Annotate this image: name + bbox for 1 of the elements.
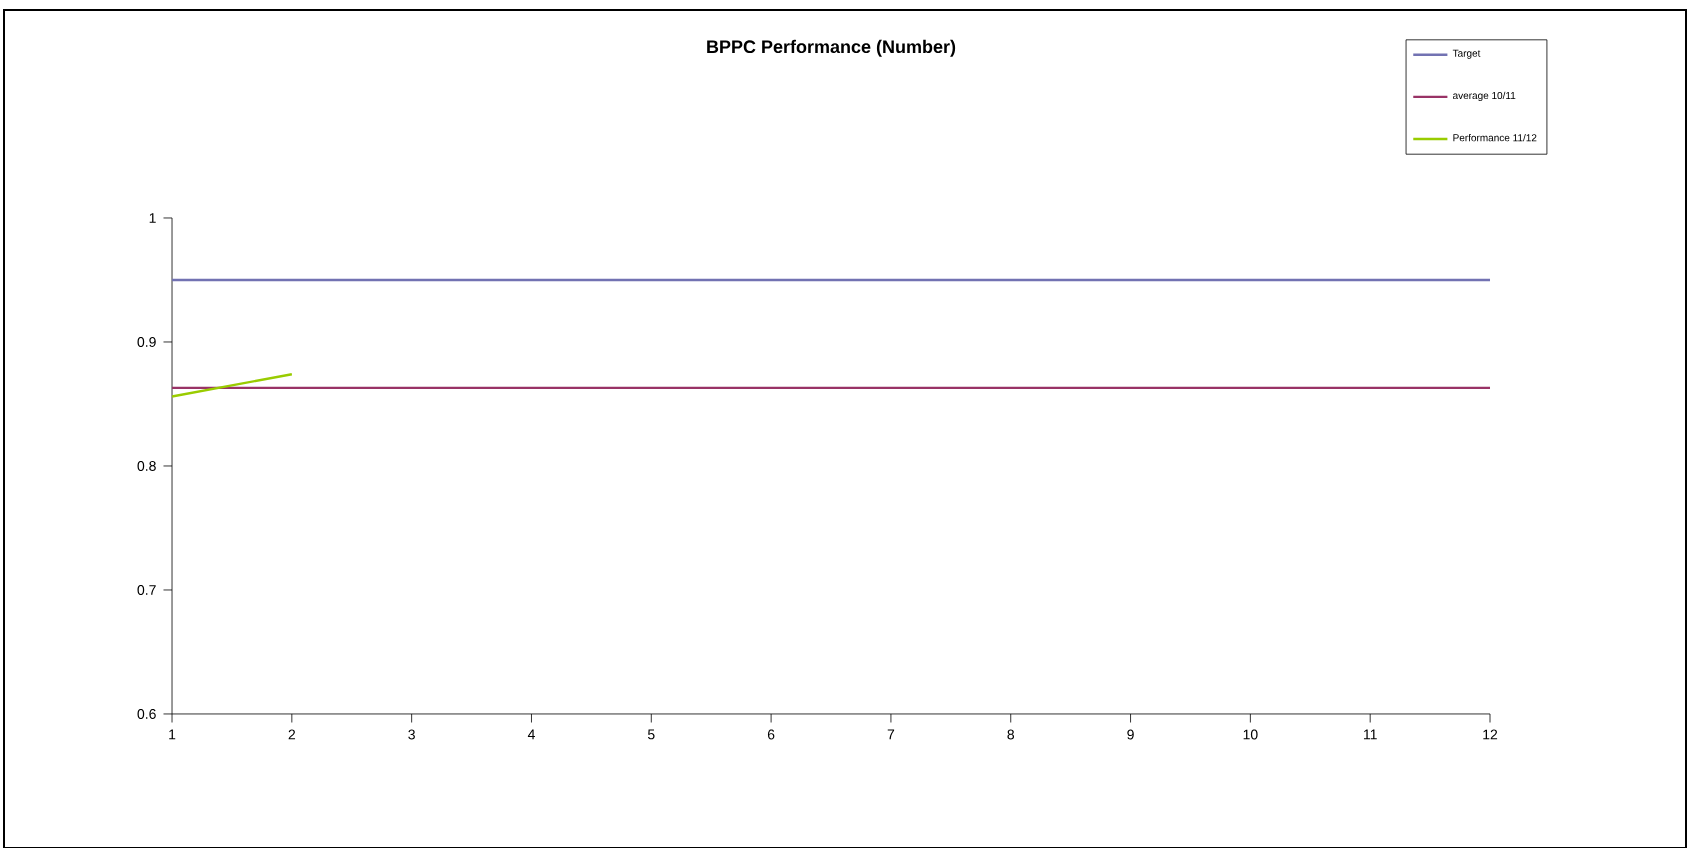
chart-title: BPPC Performance (Number) [707,39,956,57]
